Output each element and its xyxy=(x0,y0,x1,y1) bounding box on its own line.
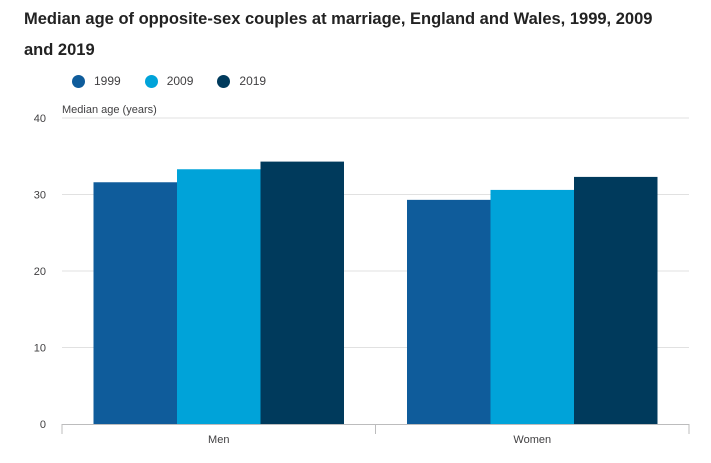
y-tick-label: 0 xyxy=(40,419,46,431)
x-axis: Men Women xyxy=(61,424,690,446)
legend-item-1999[interactable]: 1999 xyxy=(72,74,121,88)
legend-label-2019: 2019 xyxy=(239,74,267,88)
bar-women-1999[interactable] xyxy=(407,199,491,424)
bar-women-2009[interactable] xyxy=(490,189,575,424)
bar-men-1999[interactable] xyxy=(93,182,178,424)
chart-title: Median age of opposite-sex couples at ma… xyxy=(24,10,653,59)
legend-item-2009[interactable]: 2009 xyxy=(144,74,194,88)
legend-swatch-2009 xyxy=(144,74,158,88)
bar-men-2019[interactable] xyxy=(260,161,345,425)
legend-item-2019[interactable]: 2019 xyxy=(217,74,266,88)
y-tick-label: 10 xyxy=(34,343,46,355)
legend-label-1999: 1999 xyxy=(94,74,121,88)
legend-label-2009: 2009 xyxy=(166,74,194,88)
bar-women-2019[interactable] xyxy=(574,176,658,424)
bars xyxy=(93,161,658,425)
x-tick-label-women: Women xyxy=(513,434,551,446)
legend-swatch-2019 xyxy=(217,74,231,88)
y-tick-label: 20 xyxy=(34,266,46,278)
y-axis-ticks: 0 10 20 30 40 xyxy=(34,113,46,431)
x-tick-label-men: Men xyxy=(208,434,229,446)
legend: 1999 2009 2019 xyxy=(72,74,290,88)
bar-men-2009[interactable] xyxy=(177,169,261,424)
y-axis-title: Median age (years) xyxy=(62,104,157,116)
legend-swatch-1999 xyxy=(72,74,85,88)
y-tick-label: 40 xyxy=(34,113,46,125)
y-tick-label: 30 xyxy=(34,190,46,202)
